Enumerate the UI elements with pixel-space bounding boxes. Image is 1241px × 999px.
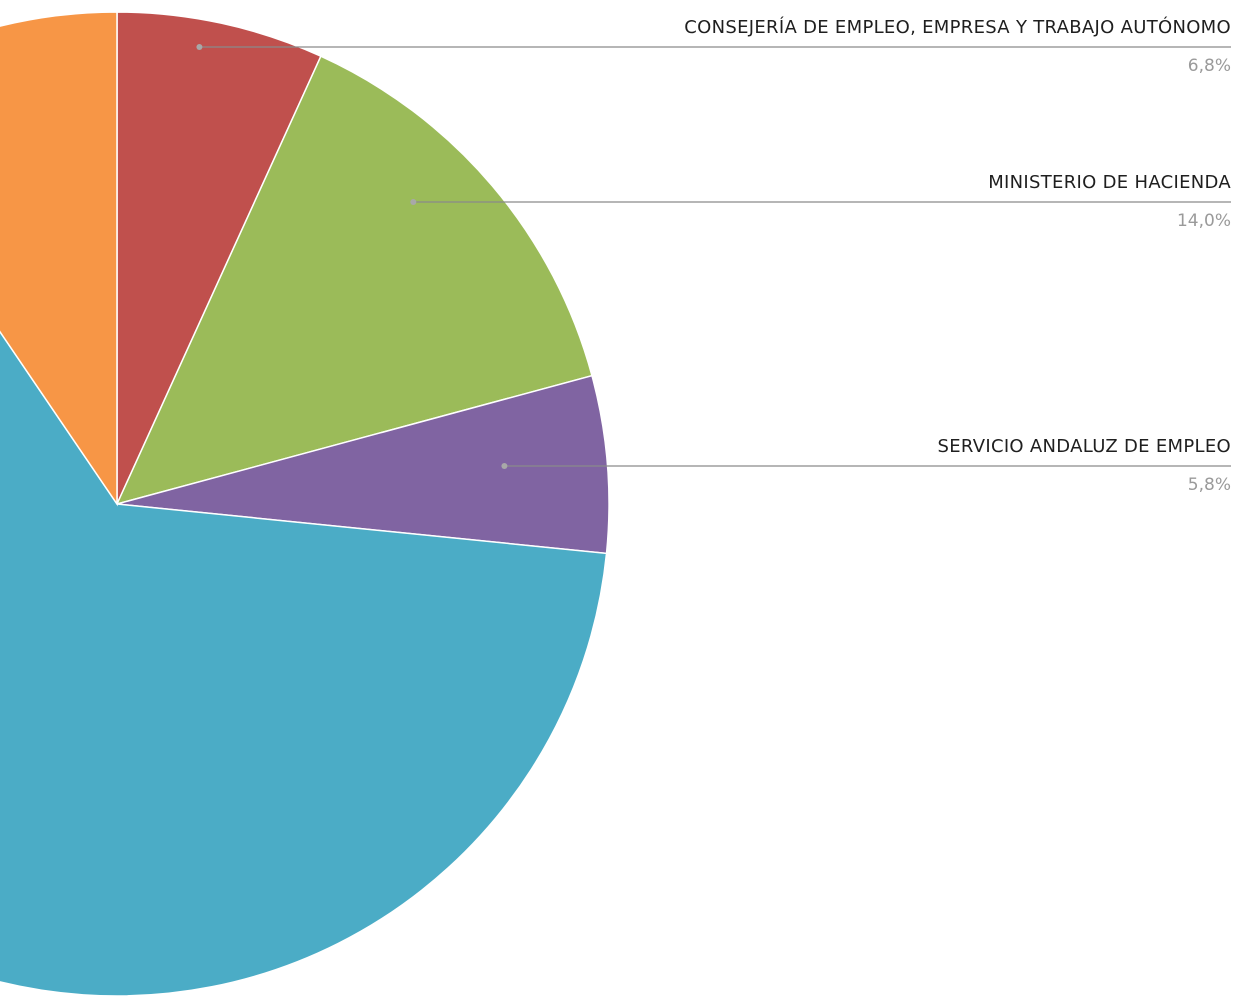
pie-slice-consejeria-de-empleo-empresa-y-trabajo-autonomo	[116, 11, 322, 505]
pie-slice-unlabeled-4	[0, 11, 118, 507]
slice-label-servicio-andaluz-de-empleo: SERVICIO ANDALUZ DE EMPLEO 5,8%	[501, 436, 1231, 495]
slice-label-name: SERVICIO ANDALUZ DE EMPLEO	[938, 436, 1231, 457]
slice-label-value: 6,8%	[1188, 56, 1231, 76]
slice-label-ministerio-de-hacienda: MINISTERIO DE HACIENDA 14,0%	[410, 172, 1231, 231]
pie-slice-unlabeled-3	[0, 330, 608, 997]
slice-label-value: 14,0%	[1177, 211, 1231, 231]
leader-dot	[410, 199, 417, 205]
leader-dot	[501, 463, 508, 469]
slice-label-value: 5,8%	[1188, 475, 1231, 495]
slice-label-consejeria-de-empleo-empresa-y-trabajo-autonomo: CONSEJERÍA DE EMPLEO, EMPRESA Y TRABAJO …	[196, 16, 1231, 76]
pie-slice-ministerio-de-hacienda	[115, 55, 593, 506]
leader-dot	[196, 44, 203, 50]
slice-label-name: CONSEJERÍA DE EMPLEO, EMPRESA Y TRABAJO …	[684, 16, 1231, 38]
pie-slice-servicio-andaluz-de-empleo	[116, 374, 610, 555]
slice-label-name: MINISTERIO DE HACIENDA	[988, 172, 1231, 193]
